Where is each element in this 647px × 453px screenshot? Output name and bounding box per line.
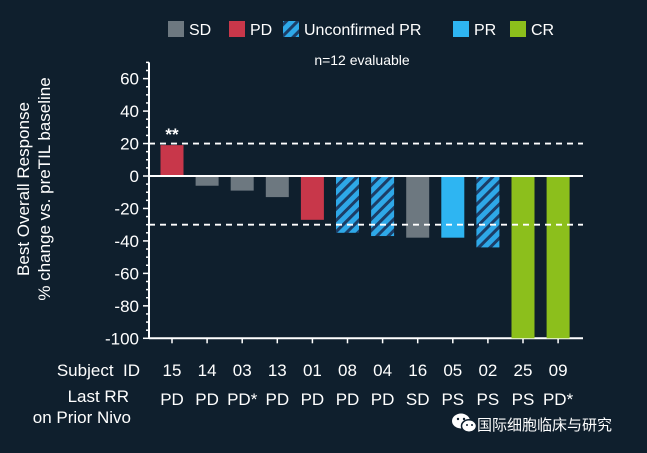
y-tick-label: -60 — [114, 264, 139, 283]
y-tick-label: 20 — [120, 135, 139, 154]
bar-subject-15 — [160, 145, 184, 176]
legend-item-cr: CR — [510, 21, 554, 39]
watermark-text: 国际细胞临床与研究 — [477, 416, 613, 434]
subject-id-label: 13 — [268, 361, 287, 380]
bar-subject-25 — [511, 176, 535, 339]
legend-label: CR — [531, 22, 554, 39]
bar-subject-13 — [265, 176, 289, 198]
subject-id-label: 01 — [303, 361, 322, 380]
wechat-icon — [452, 413, 478, 433]
subject-id-label: 09 — [549, 361, 568, 380]
legend-label: Unconfirmed PR — [304, 22, 421, 39]
y-tick-label: -20 — [114, 199, 139, 218]
annotation-n-evaluable: n=12 evaluable — [314, 52, 410, 68]
subject-id-label: 03 — [233, 361, 252, 380]
bar-subject-05 — [441, 176, 465, 238]
subject-id-label: 16 — [408, 361, 427, 380]
legend-label: PR — [474, 22, 496, 39]
subject-id-label: 04 — [373, 361, 392, 380]
last-rr-label: PS — [477, 390, 500, 409]
subject-id-label: 05 — [443, 361, 462, 380]
bar-subject-09 — [546, 176, 570, 339]
subject-id-label: 15 — [163, 361, 182, 380]
legend-swatch — [229, 21, 245, 37]
subject-id-label: 25 — [514, 361, 533, 380]
subject-id-label: 08 — [338, 361, 357, 380]
y-axis-title-line2: % change vs. preTIL baseline — [35, 77, 54, 300]
y-tick-label: -80 — [114, 297, 139, 316]
row-label-subject-id: Subject ID — [57, 361, 140, 380]
y-tick-label: 0 — [130, 167, 139, 186]
last-rr-label: PD — [301, 390, 325, 409]
row-label-last-rr: Last RR — [68, 387, 129, 406]
last-rr-label: PD — [265, 390, 289, 409]
last-rr-label: PD — [336, 390, 360, 409]
last-rr-label: PD — [160, 390, 184, 409]
last-rr-label: PD* — [543, 390, 574, 409]
legend-item-upr: Unconfirmed PR — [283, 21, 421, 39]
last-rr-label: PD* — [227, 390, 258, 409]
bar-subject-08 — [336, 176, 359, 233]
legend-swatch — [453, 21, 469, 37]
legend-item-pr: PR — [453, 21, 496, 39]
bar-subject-14 — [195, 176, 219, 186]
last-rr-label: PD — [371, 390, 395, 409]
last-rr-label: SD — [406, 390, 430, 409]
plot-area: 60 40 20 0 -20 -40 -60 -80 -100 ** — [105, 61, 583, 348]
y-tick-label: 40 — [120, 102, 139, 121]
legend-swatch — [168, 21, 184, 37]
subject-id-label: 14 — [198, 361, 217, 380]
bar-subject-02 — [476, 176, 500, 248]
bar-subject-03 — [230, 176, 254, 191]
last-rr-label: PD — [195, 390, 219, 409]
y-tick-label: -40 — [114, 232, 139, 251]
bar-annotation: ** — [165, 125, 179, 144]
legend-item-pd: PD — [229, 21, 272, 39]
y-axis-title: Best Overall Response % change vs. preTI… — [14, 77, 54, 300]
legend-label: PD — [250, 22, 272, 39]
y-tick-label: 60 — [120, 70, 139, 89]
row-label-prior-nivo: on Prior Nivo — [33, 408, 131, 427]
legend-swatch — [283, 21, 299, 37]
subject-id-row: 15 14 03 13 01 08 04 16 05 02 25 09 — [163, 361, 568, 380]
legend-label: SD — [189, 22, 211, 39]
bar-subject-16 — [406, 176, 430, 238]
y-axis-title-line1: Best Overall Response — [14, 102, 33, 276]
last-rr-label: PS — [512, 390, 535, 409]
last-rr-label: PS — [441, 390, 464, 409]
bar-subject-04 — [371, 176, 395, 237]
legend-swatch — [510, 21, 526, 37]
subject-id-label: 02 — [478, 361, 497, 380]
legend: SD PD Unconfirmed PR PR CR — [168, 21, 554, 39]
legend-item-sd: SD — [168, 21, 211, 39]
bar-subject-01 — [300, 176, 324, 220]
y-tick-label: -100 — [105, 329, 139, 348]
last-rr-row: PD PD PD* PD PD PD PD SD PS PS PS PD* — [160, 390, 573, 409]
